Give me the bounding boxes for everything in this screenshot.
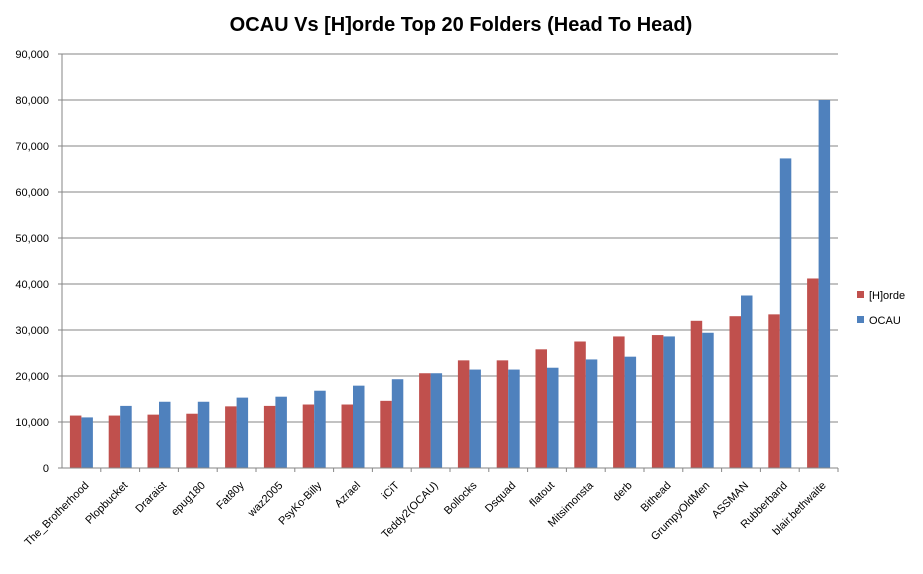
x-category-label: Bollocks bbox=[442, 479, 480, 517]
x-category-label: Bithead bbox=[639, 480, 674, 515]
y-axis-ticks: 0 10,000 20,000 30,000 40,000 50,000 60,000 70,… bbox=[15, 49, 62, 475]
bar-ocau bbox=[624, 356, 637, 468]
bar-horde bbox=[69, 415, 82, 468]
bar-ocau bbox=[353, 385, 365, 468]
x-category-label: Fat80y bbox=[214, 479, 247, 512]
bar-ocau bbox=[430, 373, 443, 468]
x-category-label: Plopbucket bbox=[83, 480, 130, 527]
bar-ocau bbox=[469, 369, 481, 468]
bar-ocau bbox=[275, 396, 287, 468]
bar-ocau bbox=[547, 367, 559, 468]
y-tick-label: 0 bbox=[43, 463, 49, 475]
bar-horde bbox=[574, 341, 586, 468]
bar-ocau bbox=[120, 405, 132, 468]
bar-ocau bbox=[236, 397, 249, 468]
bar-horde bbox=[729, 316, 741, 468]
x-category-label: flatout bbox=[527, 480, 557, 510]
bar-ocau bbox=[818, 100, 831, 468]
bar-ocau bbox=[741, 295, 753, 468]
bar-ocau bbox=[314, 390, 326, 468]
y-tick-label: 40,000 bbox=[15, 279, 49, 291]
y-tick-label: 90,000 bbox=[15, 49, 49, 61]
bar-horde bbox=[651, 335, 664, 468]
y-tick-label: 30,000 bbox=[15, 325, 49, 337]
bar-ocau bbox=[159, 401, 171, 468]
bars bbox=[69, 100, 831, 469]
y-tick-label: 20,000 bbox=[15, 371, 49, 383]
x-category-label: derb bbox=[611, 480, 635, 504]
bar-horde bbox=[419, 373, 431, 468]
legend-label-ocau: OCAU bbox=[869, 315, 901, 327]
bar-horde bbox=[690, 320, 703, 468]
x-category-label: The_Brotherhood bbox=[22, 480, 91, 549]
legend-swatch-ocau bbox=[857, 316, 864, 323]
bar-horde bbox=[768, 314, 780, 468]
bar-horde bbox=[108, 415, 121, 468]
bar-horde bbox=[535, 349, 547, 468]
x-category-label: Azrael bbox=[333, 480, 364, 511]
bar-ocau bbox=[508, 369, 520, 468]
bar-horde bbox=[457, 360, 470, 468]
bar-horde bbox=[263, 405, 276, 468]
y-tick-label: 50,000 bbox=[15, 233, 49, 245]
bar-ocau bbox=[779, 158, 792, 469]
bar-horde bbox=[186, 413, 198, 468]
x-category-label: waz2005 bbox=[245, 480, 285, 520]
bar-ocau bbox=[197, 401, 210, 468]
bar-horde bbox=[496, 360, 509, 468]
chart-title: OCAU Vs [H]orde Top 20 Folders (Head To … bbox=[230, 14, 693, 36]
bar-horde bbox=[341, 404, 353, 468]
y-tick-label: 70,000 bbox=[15, 141, 49, 153]
legend: [H]orde OCAU bbox=[857, 290, 905, 327]
bar-horde bbox=[380, 400, 392, 468]
x-category-label: iCiT bbox=[380, 479, 403, 502]
bar-ocau bbox=[702, 332, 714, 468]
bar-ocau bbox=[663, 336, 675, 468]
legend-swatch-horde bbox=[857, 291, 864, 298]
bar-horde bbox=[147, 414, 159, 468]
y-tick-label: 60,000 bbox=[15, 187, 49, 199]
bar-ocau bbox=[81, 417, 93, 468]
y-tick-label: 80,000 bbox=[15, 95, 49, 107]
bar-ocau bbox=[585, 359, 598, 468]
bar-horde bbox=[807, 278, 819, 468]
gridlines bbox=[62, 53, 838, 423]
bar-horde bbox=[613, 336, 625, 468]
bar-horde bbox=[302, 404, 315, 468]
x-category-label: Dsquad bbox=[483, 480, 518, 515]
y-tick-label: 10,000 bbox=[15, 417, 49, 429]
x-category-label: Draraist bbox=[133, 480, 169, 516]
legend-label-horde: [H]orde bbox=[869, 290, 905, 302]
bar-horde bbox=[225, 406, 237, 468]
x-category-label: epug180 bbox=[169, 480, 208, 519]
bar-ocau bbox=[391, 379, 404, 468]
